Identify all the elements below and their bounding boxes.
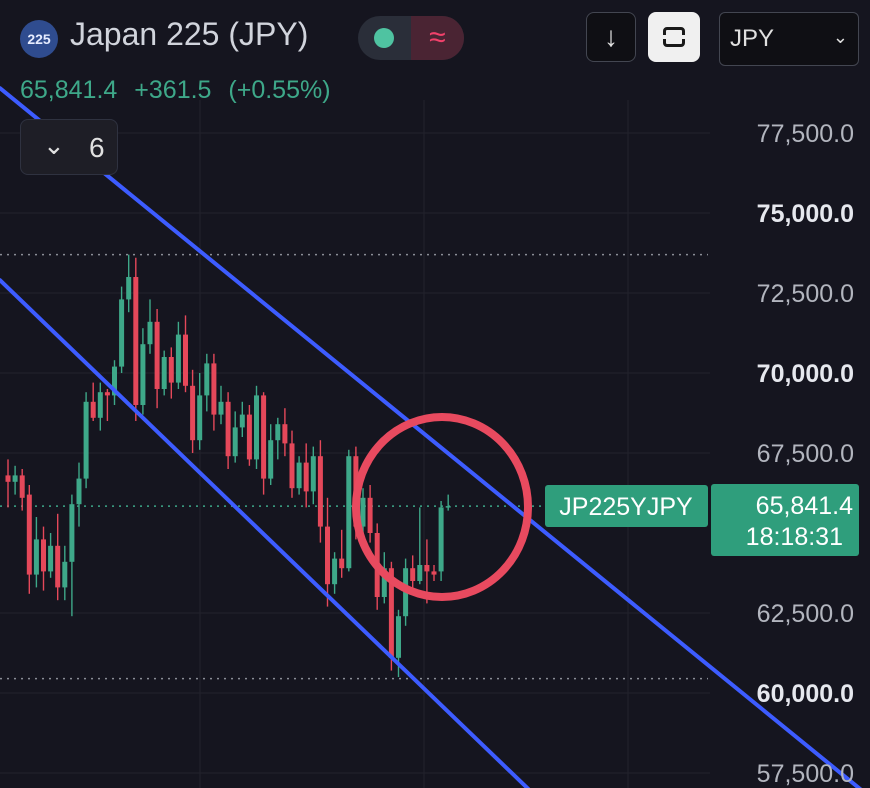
candle-body-39 [282, 424, 288, 444]
candle-body-32 [232, 427, 238, 457]
candle-body-8 [62, 561, 68, 588]
y-tick-label-0: 77,500.0 [757, 120, 854, 148]
indicators-collapse-button[interactable]: ⌄ 6 [20, 119, 118, 175]
candle-body-4 [33, 539, 39, 575]
symbol-badge: 225 [20, 20, 58, 58]
candle-body-31 [225, 401, 231, 457]
channel-line-1 [0, 278, 531, 788]
countdown-label: 18:18:31 [746, 523, 843, 551]
candle-body-1 [12, 475, 18, 482]
candle-body-30 [218, 401, 224, 415]
candle-body-5 [41, 539, 46, 572]
candle-body-53 [381, 568, 387, 597]
candle-body-46 [332, 558, 338, 585]
candle-body-48 [346, 456, 352, 569]
candle-body-21 [154, 321, 160, 389]
candle-body-12 [90, 401, 96, 418]
indicator-count: 6 [89, 132, 105, 163]
candle-body-7 [55, 545, 61, 588]
candle-body-58 [417, 565, 423, 581]
candle-body-20 [147, 321, 153, 345]
y-tick-label-6: 60,000.0 [757, 680, 854, 708]
symbol-label-box [545, 485, 708, 527]
candle-body-33 [239, 414, 245, 428]
candle-body-19 [140, 344, 146, 405]
candle-body-51 [367, 497, 373, 533]
y-tick-label-7: 57,500.0 [757, 760, 854, 788]
candle-body-13 [97, 392, 103, 418]
candle-body-6 [48, 545, 54, 572]
candle-body-43 [310, 456, 316, 492]
candle-body-15 [112, 366, 117, 396]
candle-body-55 [396, 616, 401, 658]
candle-body-44 [317, 456, 323, 527]
candle-body-27 [197, 395, 203, 441]
candle-body-3 [26, 494, 32, 575]
candle-body-29 [211, 363, 217, 415]
download-button[interactable]: ↓ [586, 12, 636, 62]
candle-body-0 [5, 475, 11, 482]
y-tick-label-1: 75,000.0 [757, 200, 854, 228]
candle-body-26 [190, 385, 196, 441]
y-tick-label-5: 62,500.0 [757, 600, 854, 628]
candle-body-24 [175, 334, 181, 383]
price-change: +361.5 [134, 76, 212, 104]
candle-body-11 [83, 401, 89, 479]
market-status-pill[interactable]: ≈ [358, 16, 464, 60]
candle-body-40 [289, 443, 295, 489]
chevron-down-icon: ⌄ [832, 27, 848, 47]
candle-body-47 [339, 558, 345, 569]
candle-body-2 [19, 475, 25, 498]
annotation-circle [352, 413, 532, 601]
last-price-label-box [711, 484, 859, 556]
candle-body-42 [303, 462, 309, 492]
candle-body-54 [388, 568, 394, 658]
candle-body-17 [126, 277, 132, 300]
last-price-label: 65,841.4 [756, 492, 853, 520]
candle-body-10 [76, 478, 82, 505]
y-tick-label-4: 67,500.0 [757, 440, 854, 468]
candle-body-25 [183, 334, 188, 386]
wave-icon: ≈ [411, 16, 464, 60]
market-open-icon [374, 28, 394, 48]
candle-body-62 [445, 506, 451, 508]
candle-body-9 [69, 504, 75, 562]
candle-body-41 [296, 462, 302, 489]
candle-body-34 [246, 414, 252, 460]
candle-body-50 [360, 497, 366, 527]
currency-value: JPY [730, 25, 775, 52]
candle-body-57 [410, 568, 416, 581]
y-tick-label-3: 70,000.0 [757, 360, 854, 388]
candle-body-61 [438, 507, 444, 572]
quote-line: 65,841.4 +361.5 (+0.55%) [20, 76, 341, 105]
candle-body-18 [133, 277, 139, 405]
candle-body-22 [161, 357, 167, 389]
last-price: 65,841.4 [20, 76, 118, 104]
candle-body-23 [168, 357, 174, 383]
candle-body-35 [254, 395, 259, 460]
candle-body-14 [104, 392, 110, 396]
symbol-title[interactable]: Japan 225 (JPY) [70, 16, 309, 52]
channel-line-0 [0, 86, 863, 788]
candle-body-59 [424, 565, 430, 572]
candle-body-36 [261, 395, 267, 479]
candle-body-16 [119, 299, 125, 367]
candle-body-37 [268, 440, 274, 479]
frame-icon [661, 27, 687, 47]
price-change-percent: (+0.55%) [228, 76, 331, 104]
candle-body-28 [204, 363, 210, 396]
candle-body-60 [431, 571, 437, 575]
screenshot-button[interactable] [648, 12, 700, 62]
arrow-down-icon: ↓ [604, 21, 618, 52]
currency-select[interactable]: JPY ⌄ [719, 12, 859, 66]
y-tick-label-2: 72,500.0 [757, 280, 854, 308]
candle-body-38 [275, 424, 281, 441]
chart-header: 225 Japan 225 (JPY) ≈ 65,841.4 +361.5 (+… [0, 0, 870, 110]
symbol-label: JP225YJPY [559, 493, 693, 521]
candle-body-45 [325, 526, 330, 585]
collapse-chevron-icon: ⌄ [43, 130, 65, 160]
